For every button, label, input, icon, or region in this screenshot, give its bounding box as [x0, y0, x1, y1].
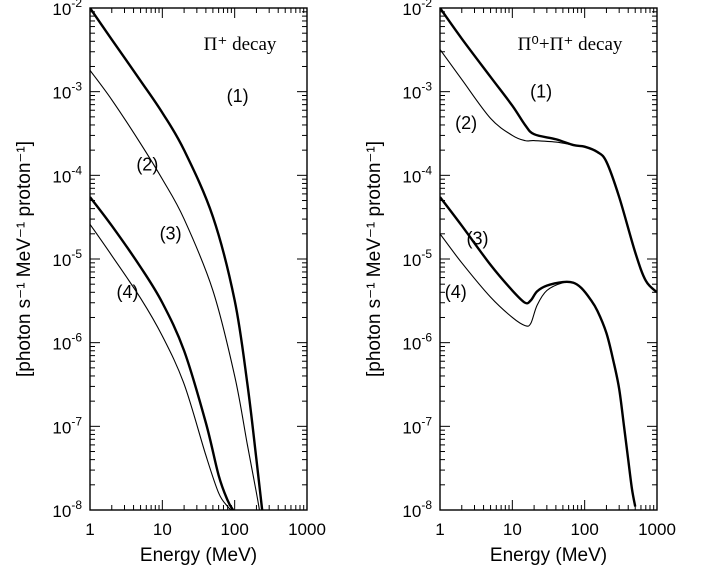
y-tick-label: 10-2: [402, 0, 432, 19]
series-line-4: [90, 223, 232, 510]
y-axis-title: [photon s⁻¹ MeV⁻¹ proton⁻¹]: [364, 141, 385, 377]
x-tick-label: 1000: [638, 520, 676, 539]
y-tick-label: 10-2: [52, 0, 82, 19]
y-tick-label: 10-6: [402, 331, 432, 354]
x-tick-label: 10: [153, 520, 172, 539]
chart-panel-2: 1 10 100 1000 10-8 10-7 10-6 10-5 10-4 10-3 10-2 En…: [364, 0, 676, 566]
y-tick-label: 10-5: [402, 247, 432, 270]
y-tick-label: 10-4: [402, 163, 432, 186]
y-tick-label: 10-3: [402, 80, 432, 103]
series-line-2: [90, 69, 260, 510]
y-tick-label: 10-3: [52, 80, 82, 103]
x-tick-label: 100: [220, 520, 248, 539]
curve-label-4: (4): [117, 282, 139, 302]
x-axis-title: Energy (MeV): [490, 545, 607, 566]
y-tick-label: 10-8: [402, 498, 432, 521]
y-tick-label: 10-7: [402, 414, 432, 437]
series-line-4: [440, 233, 607, 334]
curve-label-4: (4): [445, 282, 467, 302]
y-tick-label: 10-7: [52, 414, 82, 437]
curve-label-1: (1): [227, 86, 249, 106]
y-axis-title: [photon s⁻¹ MeV⁻¹ proton⁻¹]: [14, 141, 35, 377]
y-tick-label: 10-6: [52, 331, 82, 354]
x-tick-label: 1000: [288, 520, 326, 539]
curve-label-3: (3): [467, 228, 489, 248]
series-line-3: [90, 196, 235, 510]
plot-annotation: Π⁺ decay: [204, 34, 277, 55]
y-tick-label: 10-8: [52, 498, 82, 521]
x-axis-title: Energy (MeV): [140, 545, 257, 566]
curve-label-3: (3): [160, 224, 182, 244]
y-tick-label: 10-4: [52, 163, 82, 186]
y-tick-label: 10-5: [52, 247, 82, 270]
curve-label-1: (1): [530, 82, 552, 102]
plot-frame: [89, 7, 308, 511]
curve-label-2: (2): [136, 154, 158, 174]
curve-label-2: (2): [455, 113, 477, 133]
x-tick-label: 10: [503, 520, 522, 539]
x-tick-label: 100: [570, 520, 598, 539]
x-tick-label: 1: [85, 520, 94, 539]
plot-annotation: Π⁰+Π⁺ decay: [518, 34, 623, 55]
chart-panel-1: 1 10 100 1000 10-8 10-7 10-6 10-5 10-4 10-3 10-2 En…: [14, 0, 326, 566]
series-line-1: [90, 8, 264, 510]
series-line-2: [440, 49, 657, 293]
x-tick-label: 1: [435, 520, 444, 539]
